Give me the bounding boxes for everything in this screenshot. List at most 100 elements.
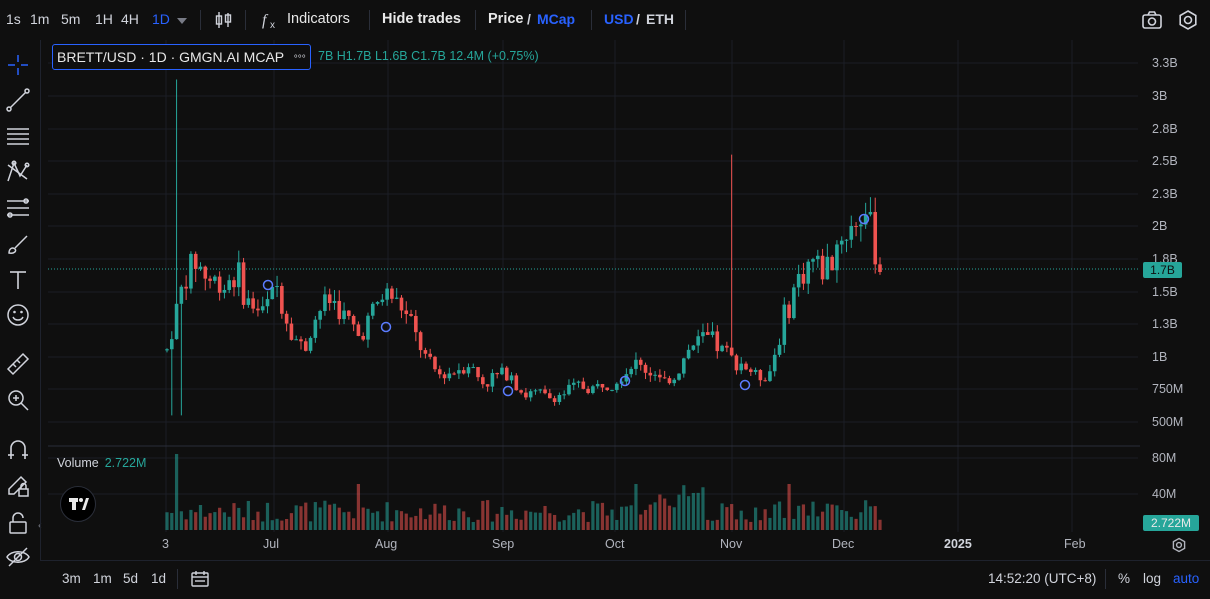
trade-marker bbox=[380, 321, 392, 333]
hide-trades-button[interactable]: Hide trades bbox=[382, 11, 461, 27]
price-tick: 2B bbox=[1152, 219, 1168, 233]
volume-bar bbox=[533, 512, 538, 530]
candle-body bbox=[595, 383, 600, 387]
eye-icon[interactable] bbox=[5, 544, 31, 570]
range-1m[interactable]: 1m bbox=[93, 571, 112, 586]
emoji-icon[interactable] bbox=[5, 302, 31, 328]
range-1d[interactable]: 1d bbox=[151, 571, 167, 586]
candle-body bbox=[165, 349, 169, 351]
candle-body bbox=[265, 299, 270, 307]
volume-bar bbox=[586, 521, 590, 530]
interval-1h[interactable]: 1H bbox=[95, 11, 113, 27]
interval-1m[interactable]: 1m bbox=[30, 11, 50, 27]
volume-value: 2.722M bbox=[104, 456, 147, 470]
candle-body bbox=[562, 394, 566, 396]
candle-style-icon[interactable] bbox=[214, 10, 234, 33]
volume-bar bbox=[222, 512, 227, 530]
price-tick: 750M bbox=[1152, 382, 1184, 396]
more-icon[interactable]: °°° bbox=[293, 54, 306, 65]
range-5d[interactable]: 5d bbox=[123, 571, 139, 586]
settings-icon[interactable] bbox=[1177, 9, 1199, 34]
crosshair-icon[interactable] bbox=[5, 52, 31, 78]
interval-1s[interactable]: 1s bbox=[6, 11, 21, 27]
candle-body bbox=[615, 383, 619, 390]
candle-body bbox=[725, 345, 729, 348]
volume-bar bbox=[462, 511, 466, 530]
indicators-button[interactable]: Indicators bbox=[287, 11, 350, 27]
eth-toggle[interactable]: ETH bbox=[646, 11, 674, 27]
fib-icon[interactable] bbox=[5, 195, 31, 221]
volume-bar bbox=[653, 502, 657, 530]
camera-icon[interactable] bbox=[1141, 10, 1163, 33]
volume-bar bbox=[275, 518, 279, 530]
interval-4h[interactable]: 4H bbox=[121, 11, 139, 27]
horizontal-lines-icon[interactable] bbox=[5, 123, 31, 149]
pattern-icon[interactable] bbox=[5, 159, 31, 185]
volume-bar bbox=[409, 517, 413, 530]
brush-icon[interactable] bbox=[5, 231, 31, 257]
price-toggle[interactable]: Price bbox=[488, 11, 524, 27]
volume-bar bbox=[600, 502, 605, 530]
axis-settings-icon[interactable] bbox=[1171, 537, 1187, 556]
candle-body bbox=[638, 359, 643, 365]
magnet-icon[interactable] bbox=[5, 437, 31, 463]
volume-bar bbox=[797, 505, 801, 530]
volume-bar bbox=[773, 504, 777, 530]
volume-bar bbox=[686, 496, 691, 530]
volume-bar bbox=[246, 500, 250, 530]
volume-bar bbox=[806, 515, 810, 530]
candle-body bbox=[323, 294, 327, 312]
candle-body bbox=[576, 381, 581, 383]
text-icon[interactable] bbox=[5, 267, 31, 293]
price-chart[interactable] bbox=[48, 40, 1140, 560]
price-tick: 2.3B bbox=[1152, 187, 1178, 201]
volume-bar bbox=[390, 521, 394, 530]
candle-body bbox=[763, 380, 767, 382]
zoom-icon[interactable] bbox=[5, 387, 31, 413]
lock-icon[interactable] bbox=[5, 510, 31, 536]
mcap-toggle[interactable]: MCap bbox=[537, 11, 576, 27]
svg-text:f: f bbox=[262, 12, 269, 29]
interval-dropdown-icon[interactable] bbox=[176, 13, 188, 29]
candle-body bbox=[236, 262, 241, 288]
candle-body bbox=[222, 289, 227, 293]
volume-bar bbox=[710, 520, 715, 530]
interval-5m[interactable]: 5m bbox=[61, 11, 81, 27]
volume-bar bbox=[361, 507, 365, 530]
symbol-title: BRETT/USD · 1D · GMGN.AI MCAP bbox=[57, 49, 284, 65]
time-label: Feb bbox=[1064, 537, 1086, 551]
interval-1d[interactable]: 1D bbox=[152, 11, 170, 27]
range-3m[interactable]: 3m bbox=[62, 571, 81, 586]
volume-bar bbox=[380, 521, 384, 530]
volume-bar bbox=[524, 510, 528, 530]
candle-body bbox=[672, 379, 677, 384]
volume-bar bbox=[505, 514, 509, 530]
ohlc-values: 7B H1.7B L1.6B C1.7B 12.4M (+0.75%) bbox=[318, 49, 539, 63]
candle-body bbox=[232, 280, 236, 288]
volume-legend[interactable]: Volume 2.722M bbox=[57, 456, 146, 470]
candle-body bbox=[624, 374, 629, 382]
candle-body bbox=[227, 280, 232, 290]
symbol-legend[interactable]: BRETT/USD · 1D · GMGN.AI MCAP °°° bbox=[52, 44, 311, 70]
candle-body bbox=[634, 359, 638, 369]
candle-body bbox=[390, 288, 394, 299]
drawing-toolbar: ‹ bbox=[0, 40, 42, 580]
candle-body bbox=[471, 367, 476, 369]
calendar-icon[interactable] bbox=[190, 569, 210, 592]
usd-toggle[interactable]: USD bbox=[604, 11, 634, 27]
candle-body bbox=[787, 304, 791, 319]
trendline-icon[interactable] bbox=[5, 87, 31, 113]
candle-body bbox=[768, 371, 772, 381]
candle-body bbox=[433, 356, 437, 370]
lock-draw-icon[interactable] bbox=[5, 472, 31, 498]
collapse-toolbar-icon[interactable]: ‹ bbox=[38, 520, 42, 532]
auto-toggle[interactable]: auto bbox=[1173, 571, 1200, 586]
ruler-icon[interactable] bbox=[5, 351, 31, 377]
clock-time[interactable]: 14:52:20 (UTC+8) bbox=[988, 571, 1097, 586]
tradingview-logo[interactable] bbox=[60, 486, 96, 522]
percent-toggle[interactable]: % bbox=[1118, 571, 1131, 586]
log-toggle[interactable]: log bbox=[1143, 571, 1162, 586]
candle-body bbox=[873, 211, 878, 265]
